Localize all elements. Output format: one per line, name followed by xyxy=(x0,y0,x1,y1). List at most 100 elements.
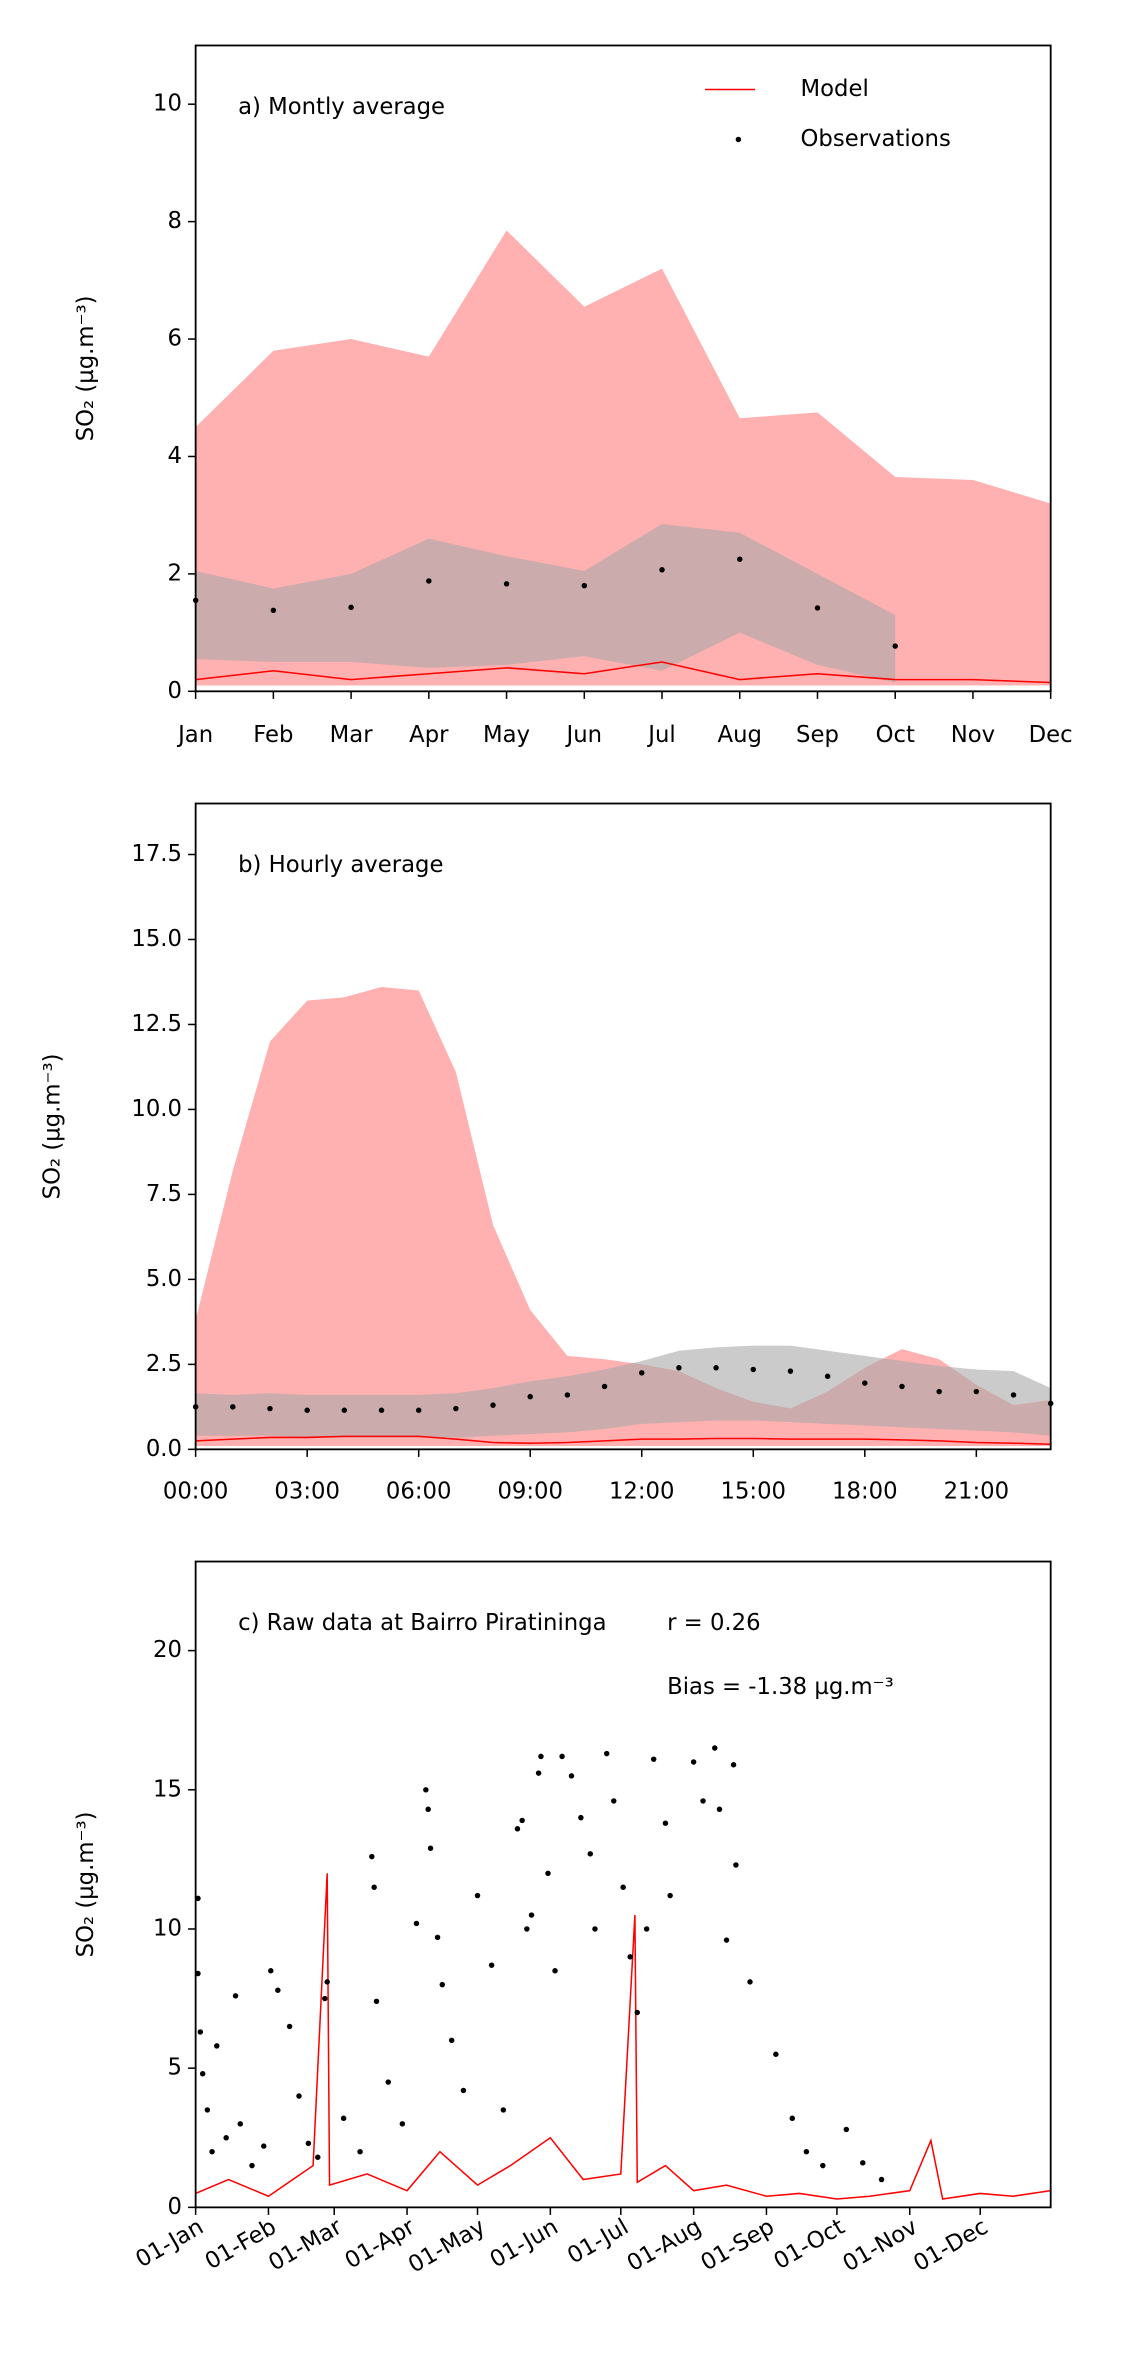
observation-dot xyxy=(232,1993,239,1999)
model-line xyxy=(195,661,1051,684)
x-tick-label: 01-Sep xyxy=(696,2214,778,2277)
observation-dot xyxy=(385,2079,391,2085)
x-tick-label: Oct xyxy=(876,722,915,748)
y-tick-label: 20 xyxy=(153,1637,182,1663)
observation-dot xyxy=(899,1383,905,1390)
x-tick-label: Dec xyxy=(1029,722,1073,748)
x-tick-label: 12:00 xyxy=(609,1478,675,1504)
observation-dot xyxy=(204,2107,211,2113)
annotation: r = 0.26 xyxy=(667,1610,760,1636)
observation-dot xyxy=(581,582,588,589)
observation-dot xyxy=(750,1366,757,1373)
observation-dot xyxy=(730,1762,737,1768)
observation-dot xyxy=(601,1383,608,1390)
observation-dot xyxy=(369,1853,375,1860)
y-axis-label: SO₂ (µg.m⁻³) xyxy=(40,1054,66,1200)
plot-frame xyxy=(194,802,1052,1451)
x-tick-label: Nov xyxy=(951,722,995,748)
band xyxy=(195,523,896,683)
observation-dot xyxy=(434,1934,441,1941)
observation-dot xyxy=(488,1962,495,1968)
observation-dot xyxy=(814,605,821,611)
observation-dot xyxy=(197,2029,204,2035)
model-line xyxy=(195,1873,1051,2200)
observation-dot xyxy=(620,1884,626,1890)
plot-frame xyxy=(194,1560,1052,2209)
y-tick-label: 10 xyxy=(153,1915,182,1941)
observation-dot xyxy=(286,2023,293,2030)
observation-dot xyxy=(824,1373,831,1379)
x-tick-label: 01-Jun xyxy=(486,2214,563,2273)
x-tick-label: Aug xyxy=(718,722,762,748)
observation-dot xyxy=(667,1892,673,1899)
observation-dot xyxy=(712,1745,718,1751)
y-tick-label: 7.5 xyxy=(146,1181,182,1207)
y-tick-label: 10 xyxy=(153,91,182,117)
observation-dot xyxy=(538,1753,544,1760)
observation-dot xyxy=(564,1392,571,1398)
observation-dot xyxy=(559,1753,565,1760)
observation-dot xyxy=(676,1365,682,1371)
x-tick-label: 01-Feb xyxy=(201,2214,281,2275)
x-tick-label: 01-Apr xyxy=(341,2214,420,2275)
observation-dot xyxy=(267,1405,273,1412)
observation-dot xyxy=(639,1370,645,1376)
observation-dot xyxy=(860,2160,866,2166)
x-tick-label: 18:00 xyxy=(832,1478,898,1504)
observation-dot xyxy=(195,1970,201,1977)
legend-swatch xyxy=(735,136,742,143)
x-tick-label: Feb xyxy=(253,722,293,748)
x-tick-label: 01-Mar xyxy=(264,2214,347,2277)
panel-title: c) Raw data at Bairro Piratininga xyxy=(238,1610,606,1636)
observation-dot xyxy=(425,1806,431,1813)
observation-dot xyxy=(700,1798,706,1804)
observation-dot xyxy=(643,1926,650,1932)
observation-dot xyxy=(843,2126,850,2133)
observation-dot xyxy=(650,1756,657,1762)
observation-dot xyxy=(713,1365,719,1371)
observation-dot xyxy=(690,1759,697,1765)
y-tick-label: 10.0 xyxy=(131,1096,182,1122)
observation-dot xyxy=(268,1968,274,1974)
observation-dot xyxy=(315,2154,321,2160)
observation-dot xyxy=(662,1820,669,1826)
observation-dot xyxy=(535,1770,542,1776)
observation-dot xyxy=(936,1388,942,1395)
observation-dot xyxy=(275,1987,281,1993)
observation-dot xyxy=(500,2107,507,2113)
panel-title: a) Montly average xyxy=(238,94,445,120)
y-tick-label: 2.5 xyxy=(146,1351,182,1377)
x-tick-label: 01-Dec xyxy=(909,2214,992,2277)
observation-dot xyxy=(474,1892,481,1899)
x-tick-label: 00:00 xyxy=(163,1478,229,1504)
observation-dot xyxy=(399,2121,406,2127)
observation-dot xyxy=(453,1405,459,1412)
observation-dot xyxy=(524,1926,530,1932)
panel-title: b) Hourly average xyxy=(238,852,443,878)
x-tick-label: 01-Nov xyxy=(838,2214,922,2277)
x-tick-label: Apr xyxy=(409,722,449,748)
observation-dot xyxy=(439,1981,446,1988)
observation-dot xyxy=(627,1954,633,1960)
observation-dot xyxy=(723,1937,730,1943)
x-tick-label: Jul xyxy=(646,722,675,748)
x-tick-label: 01-Oct xyxy=(769,2214,849,2275)
observation-dot xyxy=(448,2037,455,2044)
observation-dot xyxy=(423,1787,429,1793)
observation-dot xyxy=(862,1380,868,1386)
observation-dot xyxy=(223,2135,229,2141)
observation-dot xyxy=(348,604,354,611)
observation-dot xyxy=(322,1995,328,2002)
y-tick-label: 0 xyxy=(168,2194,182,2220)
observation-dot xyxy=(357,2148,363,2155)
x-tick-label: Sep xyxy=(796,722,839,748)
observation-dot xyxy=(373,1998,380,2005)
observation-dot xyxy=(634,2009,640,2016)
observation-dot xyxy=(973,1388,980,1395)
observation-dot xyxy=(249,2162,255,2169)
observation-dot xyxy=(209,2148,215,2155)
observation-dot xyxy=(611,1798,617,1804)
observation-dot xyxy=(545,1870,551,1877)
observation-dot xyxy=(460,2087,467,2094)
y-tick-label: 15 xyxy=(153,1776,182,1802)
